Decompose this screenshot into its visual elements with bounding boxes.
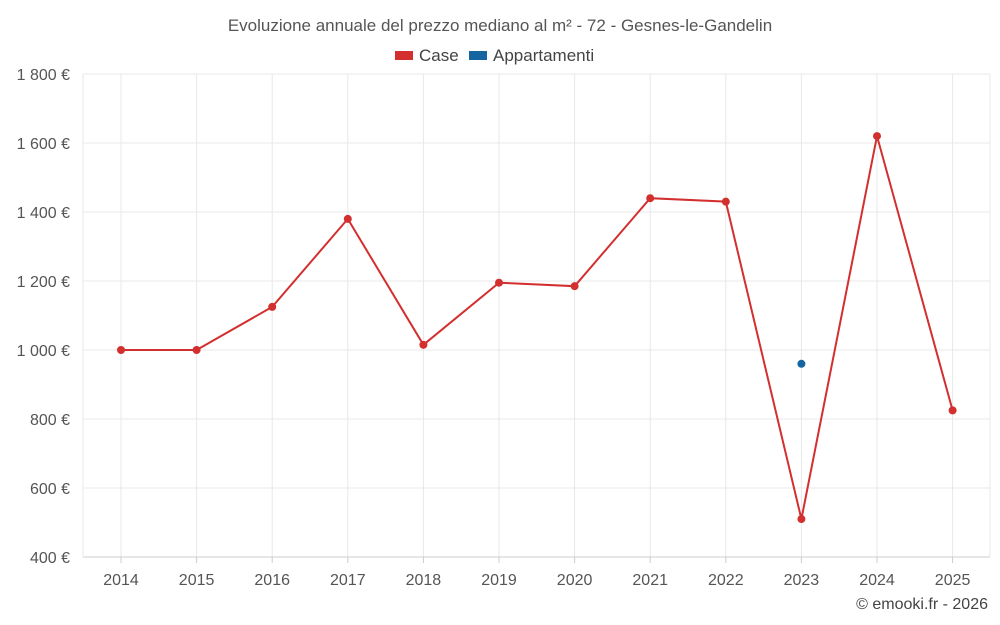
legend-item-appartamenti[interactable]: Appartamenti [469,46,594,65]
y-tick-label: 1 200 € [17,274,70,291]
legend-label-appartamenti: Appartamenti [493,46,594,65]
x-tick-label: 2024 [859,572,895,589]
data-point-case-2023[interactable] [797,515,806,524]
legend-swatch-appartamenti [469,51,487,60]
credit-text: © emooki.fr - 2026 [856,596,988,613]
series-line-case [121,135,954,520]
legend-swatch-case [395,51,413,60]
series [117,132,957,524]
legend-label-case: Case [419,46,459,65]
data-point-appartamenti-2023[interactable] [797,359,806,368]
x-tick-label: 2021 [632,572,668,589]
chart-title: Evoluzione annuale del prezzo mediano al… [228,16,772,35]
data-point-case-2017[interactable] [343,214,352,223]
x-tick-label: 2017 [330,572,366,589]
x-tick-label: 2019 [481,572,517,589]
data-point-case-2015[interactable] [192,346,201,354]
legend-item-case[interactable]: Case [395,46,459,65]
data-point-case-2016[interactable] [268,302,277,311]
data-point-case-2025[interactable] [948,406,957,415]
data-point-case-2019[interactable] [495,278,503,287]
legend: Case Appartamenti [395,46,594,65]
data-point-case-2022[interactable] [721,197,730,206]
y-tick-label: 400 € [30,550,70,567]
data-point-case-2021[interactable] [646,194,655,203]
y-tick-label: 800 € [30,412,70,429]
y-tick-label: 600 € [30,481,70,498]
y-tick-label: 1 400 € [17,205,70,222]
data-point-case-2020[interactable] [570,282,579,291]
data-point-case-2024[interactable] [873,132,881,141]
x-tick-label: 2016 [254,572,290,589]
x-tick-label: 2023 [784,572,820,589]
y-tick-label: 1 000 € [17,343,70,360]
x-tick-label: 2025 [935,572,971,589]
x-tick-label: 2015 [179,572,215,589]
data-point-case-2018[interactable] [419,340,428,349]
grid [83,73,990,557]
x-tick-label: 2022 [708,572,744,589]
x-tick-label: 2014 [103,572,139,589]
axes: 400 € 600 € 800 € 1 000 € 1 200 € 1 400 € 1 60… [17,67,991,589]
y-tick-label: 1 800 € [17,67,70,84]
y-tick-label: 1 600 € [17,136,70,153]
data-point-case-2014[interactable] [117,346,125,354]
x-tick-label: 2018 [406,572,442,589]
x-tick-label: 2020 [557,572,593,589]
